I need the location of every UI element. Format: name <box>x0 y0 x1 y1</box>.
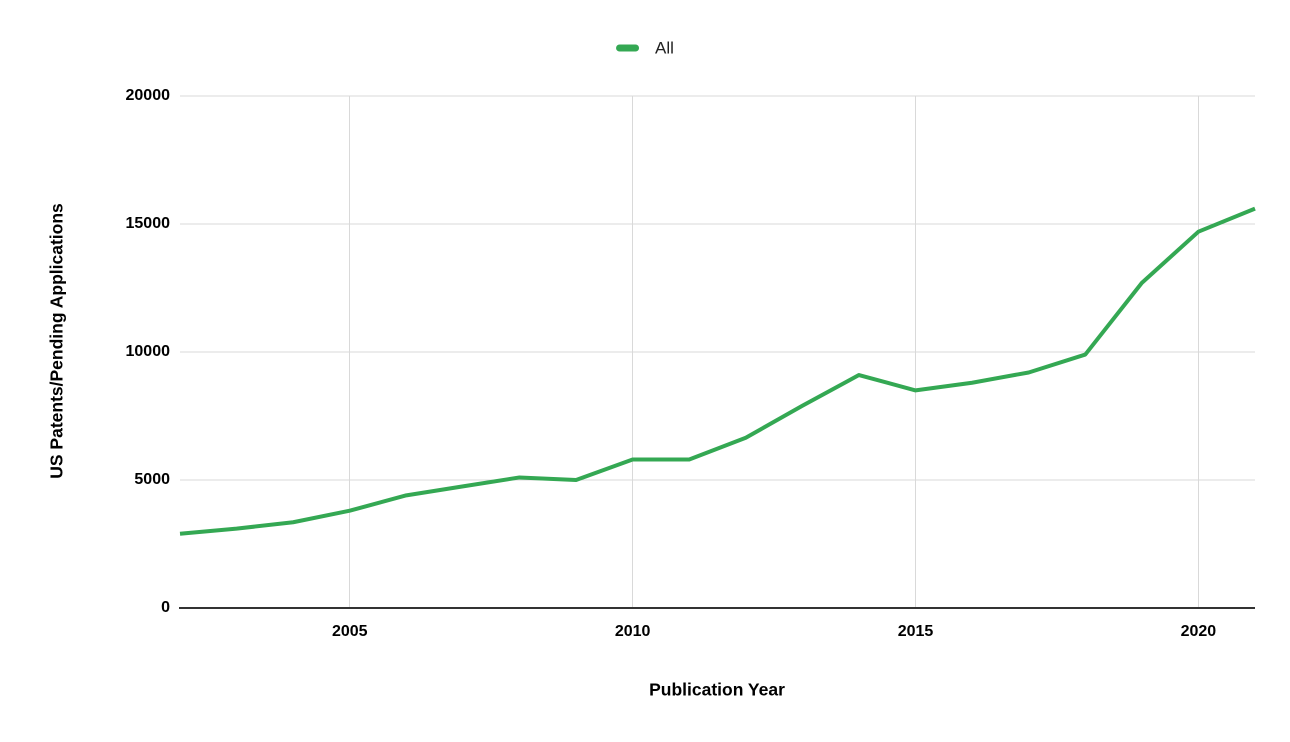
chart-legend: All <box>616 40 674 57</box>
x-tick-label: 2010 <box>614 623 651 640</box>
x-tick-label: 2020 <box>1180 623 1217 640</box>
y-tick-label: 15000 <box>125 215 171 232</box>
y-tick-label: 10000 <box>125 343 171 360</box>
y-tick-label: 5000 <box>134 471 170 488</box>
x-tick-label: 2015 <box>897 623 934 640</box>
series-line-all <box>179 206 1256 536</box>
x-tick-label: 2005 <box>331 623 368 640</box>
y-tick-label: 0 <box>161 599 170 616</box>
y-axis-title: US Patents/Pending Applications <box>46 203 67 479</box>
legend-swatch-icon <box>616 44 640 52</box>
y-tick-label: 20000 <box>125 87 171 104</box>
x-axis-title: Publication Year <box>649 679 785 700</box>
legend-series-label: All <box>655 38 674 58</box>
